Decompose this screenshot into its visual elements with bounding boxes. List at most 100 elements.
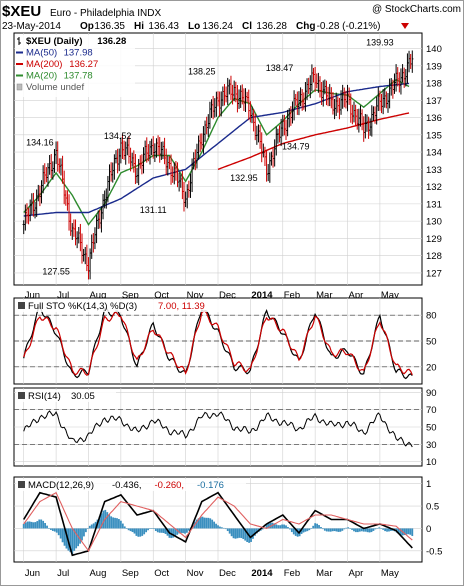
macd-histogram-bar — [384, 528, 386, 532]
macd-histogram-bar — [281, 524, 284, 529]
macd-histogram-bar — [102, 510, 105, 529]
macd-histogram-bar — [30, 521, 33, 529]
macd-histogram-bar — [158, 528, 161, 533]
macd-histogram-bar — [273, 523, 276, 529]
macd-histogram-bar — [28, 521, 31, 529]
macd-histogram-bar — [182, 528, 184, 534]
macd-histogram-bar — [351, 528, 353, 530]
macd-histogram-bar — [86, 528, 89, 529]
legend-value: 136.28 — [97, 36, 126, 47]
macd-histogram-bar — [366, 528, 369, 533]
macd-histogram-bar — [411, 528, 414, 537]
x-tick-label: Mar — [316, 568, 332, 579]
indicator-label: RSI(14) — [28, 391, 61, 402]
price-annotation: 134.79 — [282, 141, 310, 151]
macd-histogram-bar — [333, 528, 336, 532]
macd-histogram-bar — [343, 528, 346, 530]
macd-histogram-bar — [187, 528, 190, 531]
quote-line: Op 136.35 Hi 136.43 Lo 136.24 Cl 136.28 Chg -0.28… — [80, 21, 409, 32]
macd-histogram-bar — [40, 519, 43, 529]
instrument-name: Euro - Philadelphia INDX — [50, 8, 161, 19]
y-tick-label: 133 — [426, 165, 442, 176]
macd-histogram-bar — [226, 528, 229, 532]
macd-histogram-bar — [302, 528, 305, 533]
y-tick-label: 30 — [426, 440, 437, 451]
macd-histogram-bar — [279, 525, 282, 529]
indicator-value: -0.436, — [112, 480, 142, 491]
stochastic-panel: 20 50 80 Full STO %K(14,3) %D(3) 7.00, 11.39 — [13, 297, 437, 385]
macd-histogram-bar — [57, 528, 60, 536]
quote-label: Chg — [296, 21, 315, 32]
macd-histogram-bar — [240, 528, 243, 539]
macd-histogram-bar — [209, 518, 212, 529]
price-annotation: 127.55 — [42, 266, 70, 276]
legend-value: 137.78 — [64, 71, 93, 82]
macd-histogram-bar — [327, 528, 330, 532]
macd-histogram-bar — [55, 528, 58, 533]
macd-signal-line — [23, 491, 413, 552]
macd-histogram-bar — [337, 528, 340, 532]
x-tick-label: Jun — [25, 290, 40, 301]
y-tick-label: 1 — [426, 479, 431, 490]
macd-histogram-bar — [300, 528, 303, 534]
legend-swatch-icon — [18, 481, 25, 488]
x-tick-label: Jul — [57, 290, 69, 301]
x-tick-label: May — [381, 568, 399, 579]
x-tick-label: Nov — [187, 290, 204, 301]
macd-histogram-bar — [409, 528, 412, 535]
macd-histogram-bar — [65, 528, 68, 549]
macd-histogram-bar — [121, 523, 124, 529]
price-annotation: 138.25 — [188, 67, 216, 77]
legend-label: MA(200) — [26, 59, 62, 70]
indicator-label: Full STO %K(14,3) %D(3) — [28, 301, 137, 312]
x-tick-label: Dec — [219, 290, 236, 301]
macd-histogram-bar — [84, 528, 87, 533]
quote-date: 23-May-2014 — [2, 21, 61, 32]
macd-histogram-bar — [261, 528, 264, 530]
macd-histogram-bar — [24, 522, 27, 529]
macd-histogram-bar — [217, 525, 219, 529]
moving-average-line — [23, 82, 410, 217]
macd-histogram-bar — [265, 524, 268, 529]
legend-label: MA(20) — [26, 71, 57, 82]
macd-histogram-bar — [314, 523, 317, 529]
macd-histogram-bar — [230, 528, 233, 537]
macd-histogram-bar — [219, 526, 221, 529]
macd-histogram-bar — [382, 528, 385, 530]
macd-histogram-bar — [32, 522, 35, 529]
macd-histogram-bar — [355, 528, 357, 533]
macd-histogram-bar — [269, 522, 272, 529]
macd-histogram-bar — [100, 513, 103, 529]
macd-histogram-bar — [38, 519, 41, 529]
macd-histogram-bar — [374, 528, 377, 530]
macd-histogram-bar — [94, 521, 97, 529]
macd-histogram-bar — [53, 528, 56, 532]
x-tick-label: Sep — [122, 568, 139, 579]
macd-histogram-bar — [397, 528, 400, 535]
macd-histogram-bar — [160, 528, 163, 533]
macd-histogram-bar — [207, 517, 210, 529]
volume-icon — [16, 83, 23, 91]
macd-histogram-bar — [178, 528, 181, 534]
macd-histogram-bar — [114, 517, 116, 529]
macd-histogram-bar — [106, 512, 109, 529]
macd-histogram-bar — [123, 526, 126, 529]
x-tick-label: Jun — [25, 568, 40, 579]
macd-histogram-bar — [152, 528, 155, 530]
x-tick-label: Apr — [349, 568, 364, 579]
symbol-title: $XEU — [2, 3, 41, 20]
macd-histogram-bar — [370, 528, 373, 533]
macd-histogram-bar — [90, 524, 93, 529]
macd-histogram-bar — [201, 516, 204, 529]
y-tick-label: 140 — [426, 44, 442, 55]
macd-histogram-bar — [166, 528, 169, 536]
quote-value: -0.28 (-0.21%) — [317, 21, 381, 32]
macd-histogram-bar — [224, 528, 227, 530]
price-annotation: 131.11 — [140, 205, 167, 215]
macd-histogram-bar — [236, 528, 239, 539]
y-tick-label: -0.5 — [426, 546, 442, 557]
price-annotation: 132.95 — [230, 173, 258, 183]
macd-histogram-bar — [275, 524, 278, 529]
macd-histogram-bar — [405, 528, 408, 535]
macd-histogram-bar — [191, 524, 194, 529]
